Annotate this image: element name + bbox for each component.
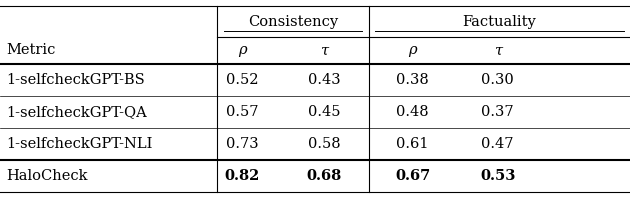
Text: 0.82: 0.82 xyxy=(225,169,260,183)
Text: 0.47: 0.47 xyxy=(481,137,514,151)
Text: 1-selfcheckGPT-QA: 1-selfcheckGPT-QA xyxy=(6,105,147,119)
Text: HaloCheck: HaloCheck xyxy=(6,169,88,183)
Text: 0.38: 0.38 xyxy=(396,73,429,87)
Text: 0.73: 0.73 xyxy=(226,137,259,151)
Text: 0.53: 0.53 xyxy=(480,169,515,183)
Text: Factuality: Factuality xyxy=(462,15,536,29)
Text: 1-selfcheckGPT-BS: 1-selfcheckGPT-BS xyxy=(6,73,145,87)
Text: 0.30: 0.30 xyxy=(481,73,514,87)
Text: 0.57: 0.57 xyxy=(226,105,259,119)
Text: 1-selfcheckGPT-NLI: 1-selfcheckGPT-NLI xyxy=(6,137,152,151)
Text: Metric: Metric xyxy=(6,43,55,57)
Text: ρ: ρ xyxy=(408,43,417,57)
Text: 0.61: 0.61 xyxy=(396,137,429,151)
Text: ρ: ρ xyxy=(238,43,247,57)
Text: Consistency: Consistency xyxy=(248,15,338,29)
Text: 0.52: 0.52 xyxy=(226,73,259,87)
Text: 0.58: 0.58 xyxy=(308,137,341,151)
Text: τ: τ xyxy=(494,43,501,57)
Text: 0.67: 0.67 xyxy=(395,169,430,183)
Text: 0.68: 0.68 xyxy=(307,169,342,183)
Text: 0.37: 0.37 xyxy=(481,105,514,119)
Text: 0.48: 0.48 xyxy=(396,105,429,119)
Text: τ: τ xyxy=(321,43,328,57)
Text: 0.43: 0.43 xyxy=(308,73,341,87)
Text: 0.45: 0.45 xyxy=(308,105,341,119)
